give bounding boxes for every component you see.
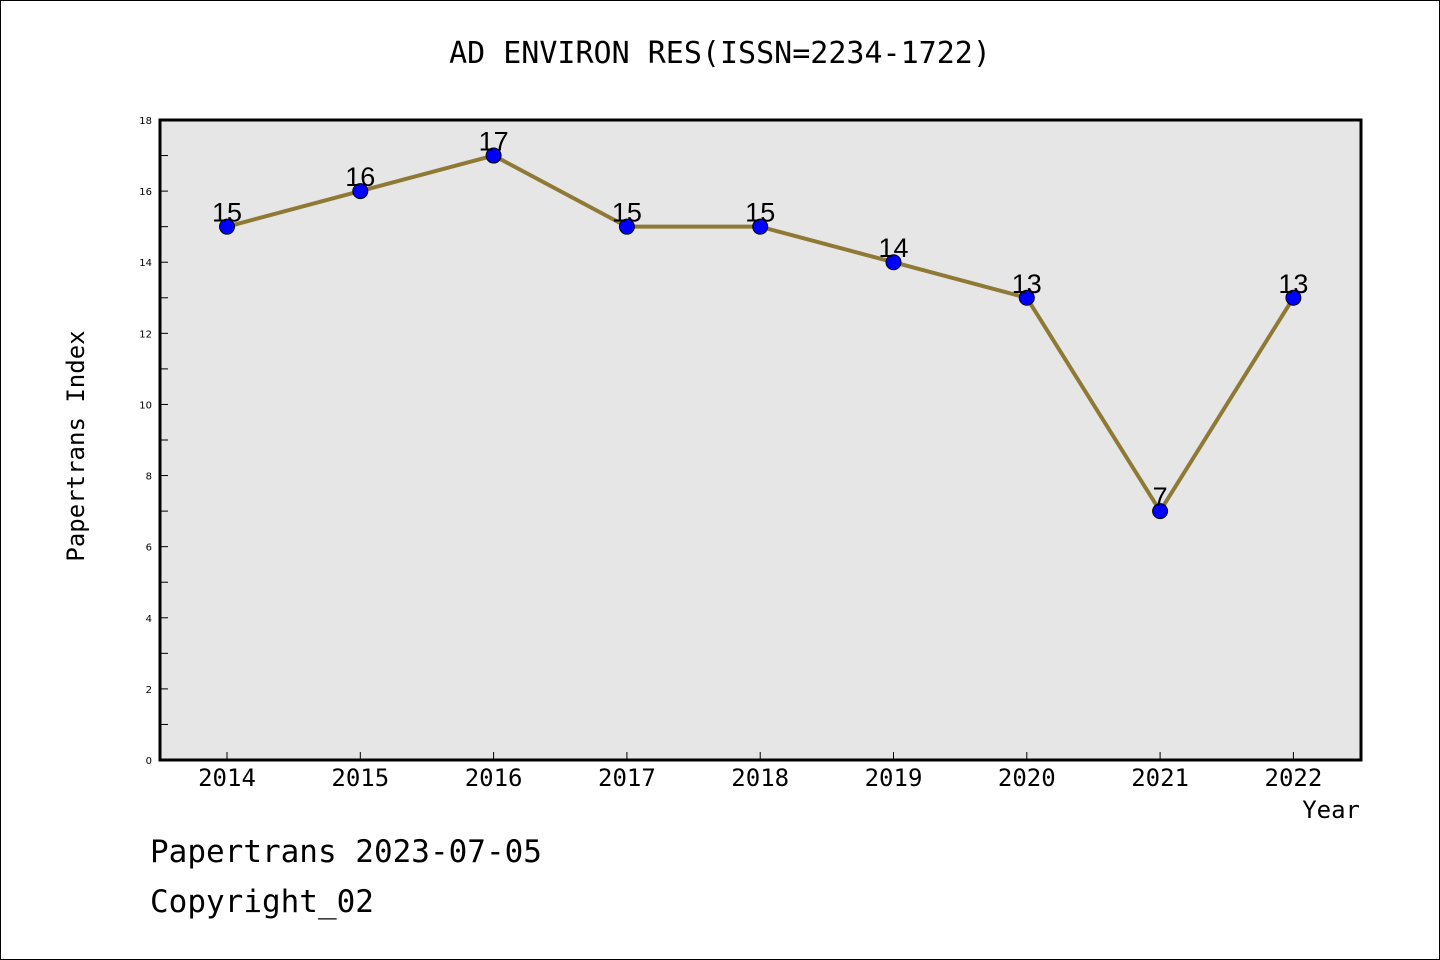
x-tick-label: 2017 xyxy=(598,764,656,792)
data-label: 14 xyxy=(878,233,908,263)
y-tick-label: 12 xyxy=(139,329,152,340)
data-point xyxy=(219,218,235,235)
y-tick-label: 18 xyxy=(139,116,152,127)
x-tick-label: 2016 xyxy=(465,764,523,792)
x-tick-label: 2019 xyxy=(865,764,923,792)
data-point xyxy=(1152,503,1169,520)
y-tick-label: 6 xyxy=(146,543,152,554)
chart-title: AD ENVIRON RES(ISSN=2234-1722) xyxy=(449,36,991,71)
x-tick-label: 2020 xyxy=(998,764,1056,792)
x-tick-label: 2021 xyxy=(1131,764,1189,792)
data-point xyxy=(1285,289,1302,306)
x-tick-label: 2018 xyxy=(731,764,789,792)
y-tick-label: 14 xyxy=(139,258,152,269)
data-point xyxy=(885,254,902,271)
data-label: 15 xyxy=(212,198,242,228)
x-tick-label: 2014 xyxy=(198,764,256,792)
x-tick-label: 2022 xyxy=(1265,764,1323,792)
x-tick-label: 2015 xyxy=(331,764,389,792)
y-tick-label: 8 xyxy=(146,472,152,483)
data-label: 16 xyxy=(345,162,375,192)
data-label: 13 xyxy=(1278,269,1308,299)
y-tick-label: 2 xyxy=(146,685,152,696)
x-axis: 2014 2015 2016 2017 2018 2019 2020 2021 2022 xyxy=(198,752,1322,792)
data-label: 7 xyxy=(1153,482,1168,512)
data-label: 15 xyxy=(745,198,775,228)
data-label: 15 xyxy=(612,198,642,228)
data-point xyxy=(752,218,769,235)
footer-copyright: Copyright_02 xyxy=(150,884,374,920)
data-label: 17 xyxy=(479,127,509,157)
data-points xyxy=(219,147,1302,520)
y-tick-label: 0 xyxy=(146,756,152,767)
data-label: 13 xyxy=(1012,269,1042,299)
x-axis-label: Year xyxy=(1302,796,1360,824)
data-labels: 15 16 17 15 15 14 13 7 13 xyxy=(212,127,1308,513)
data-point xyxy=(618,218,635,235)
data-point xyxy=(485,147,502,164)
footer-date: Papertrans 2023-07-05 xyxy=(150,834,542,870)
y-tick-label: 10 xyxy=(139,400,152,411)
plot-border xyxy=(158,118,1363,762)
y-tick-label: 16 xyxy=(139,187,152,198)
data-point xyxy=(1018,289,1035,306)
y-tick-label: 4 xyxy=(146,614,152,625)
data-point xyxy=(352,183,369,200)
